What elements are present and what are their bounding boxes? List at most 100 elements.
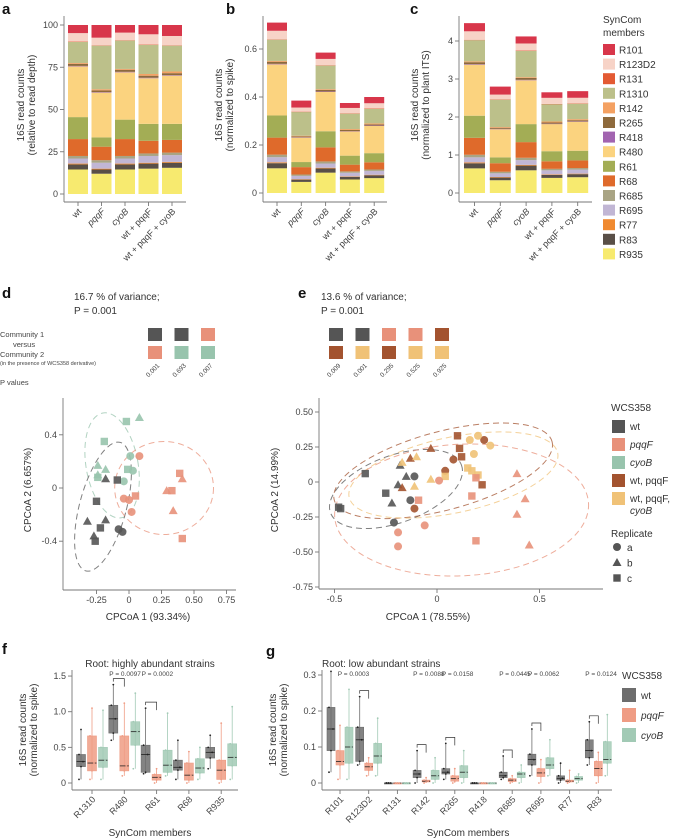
box-legend-label-wt: wt: [640, 691, 651, 702]
datapoint-g-R131-wt: [385, 782, 388, 784]
datapoint-g-R123D2-cyoB: [374, 774, 377, 777]
bar-a-R418: [68, 65, 88, 67]
point-e-wt-pqqF-a: [449, 455, 458, 464]
point-d-pqqF-b: [162, 486, 172, 495]
bar-a-R68: [138, 140, 159, 154]
d-ytick-label: 0.4: [44, 430, 57, 440]
e-comparison-pvalue: 0.001: [352, 362, 369, 379]
d-ytick-label: 0: [52, 483, 57, 493]
p-annotation-f-R480: P = 0.0097: [109, 671, 141, 678]
bar-a-R123D2: [68, 33, 88, 42]
bar-b-R123D2: [291, 107, 312, 112]
bar-a-R83: [115, 164, 135, 170]
datapoint-f-R61-cyoB: [168, 764, 171, 767]
point-d-pqqF-b: [168, 506, 178, 515]
replicate-label-a: a: [627, 543, 633, 554]
c-xtick-label: pqqF: [483, 206, 506, 229]
point-e-wt-pqqF-cyoB-a: [469, 450, 478, 458]
legend-label-wt-pqqF-cyoB: wt, pqqF,: [629, 494, 670, 505]
bar-b-R265: [315, 89, 336, 92]
datapoint-g-R77-cyoB: [575, 775, 578, 778]
datapoint-g-R685-cyoB: [518, 771, 521, 774]
panel-label-f: f: [2, 641, 8, 658]
significance-bracket-f-R61: [145, 701, 157, 711]
legend-label-cont: cyoB: [630, 506, 653, 517]
bar-b-R123D2: [364, 103, 385, 109]
point-e-wt-pqqF-b: [397, 483, 407, 492]
datapoint-g-R685-wt: [502, 776, 505, 779]
box-legend-label-pqqF: pqqF: [640, 711, 665, 722]
d-comparison-community2: [174, 346, 189, 359]
bar-c-R480: [515, 80, 537, 125]
bar-b-R77: [315, 167, 336, 169]
datapoint-f-R68-wt: [175, 778, 177, 781]
datapoint-g-R418-wt: [475, 782, 478, 784]
significance-bracket-g-R695: [531, 722, 542, 731]
bar-a-R77: [68, 163, 88, 165]
bar-c-R935: [567, 177, 589, 193]
e-ytick-label: -0.25: [292, 512, 313, 522]
bar-c-R695: [464, 157, 485, 163]
datapoint-f-R480-pqqF: [123, 769, 126, 772]
bar-a-R480: [68, 66, 88, 118]
e-pvalue: P = 0.001: [321, 306, 364, 317]
g-ylabel: (normalized to spike): [279, 684, 290, 777]
legend-swatch-wt-pqqF: [612, 474, 625, 487]
legend-label-R131: R131: [619, 75, 643, 86]
bar-a-R142: [68, 63, 88, 64]
datapoint-g-R685-cyoB: [520, 764, 523, 766]
bar-c-R935: [541, 177, 563, 193]
bar-b-R142: [291, 135, 312, 137]
bar-a-R418: [138, 77, 159, 79]
bar-c-R77: [567, 173, 589, 175]
p-annotation-g-R142: P = 0.0088: [413, 671, 445, 678]
bar-c-R265: [567, 120, 589, 122]
bar-b-R695: [364, 170, 385, 175]
bar-b-R101: [267, 22, 287, 31]
d-xtick-label: -0.25: [86, 595, 107, 605]
bar-b-R123D2: [267, 30, 287, 40]
datapoint-g-R418-wt: [471, 782, 474, 784]
datapoint-f-R68-cyoB: [199, 772, 201, 774]
g-title: Root: low abundant strains: [322, 659, 440, 670]
e-ytick-label: 0.50: [295, 407, 313, 417]
point-d-wt-c: [96, 524, 105, 532]
bar-c-R123D2: [567, 97, 589, 104]
bar-a-R695: [138, 155, 159, 163]
point-e-pqqF-b: [512, 469, 522, 478]
point-e-pqqF-b: [524, 540, 534, 549]
bar-b-R265: [339, 130, 360, 132]
datapoint-g-R123D2-wt: [358, 760, 361, 763]
bar-b-R480: [315, 91, 336, 132]
datapoint-g-R101-wt: [330, 670, 332, 673]
box-legend-label-cyoB: cyoB: [641, 731, 664, 742]
c-ylabel: 16S read counts: [410, 69, 421, 142]
significance-bracket-g-R685: [502, 749, 513, 758]
datapoint-g-R123D2-pqqF: [369, 765, 372, 768]
bar-b-R68: [267, 137, 287, 155]
syncom-legend: R101 R123D2 R131 R1310 R142 R265 R418 R480 R61 R6…: [603, 44, 656, 261]
bar-b-R83: [267, 163, 287, 169]
point-e-wt-c: [336, 504, 345, 513]
datapoint-g-R101-pqqF: [341, 760, 343, 763]
bar-b-R685: [267, 154, 287, 158]
bar-c-R123D2: [541, 97, 563, 104]
box-g-R695-cyoB: [545, 757, 555, 769]
bar-a-R123D2: [115, 32, 135, 41]
datapoint-f-R61-pqqF: [155, 779, 158, 782]
datapoint-g-R142-cyoB: [432, 782, 434, 784]
point-d-pqqF-a: [135, 452, 144, 461]
ellipse-e-wt-pqqF: [333, 422, 554, 520]
bar-a-R83: [68, 164, 88, 170]
bar-c-R83: [567, 174, 589, 178]
d-variance: 16.7 % of variance;: [74, 292, 160, 303]
panel-label-g: g: [266, 643, 275, 660]
bar-c-R83: [541, 174, 563, 178]
bar-b-R685: [291, 174, 312, 176]
datapoint-g-R123D2-wt: [356, 764, 359, 766]
datapoint-g-R77-wt: [561, 777, 564, 780]
box-g-R101-cyoB: [344, 726, 354, 764]
e-xtick-label: -0.5: [327, 594, 343, 604]
bar-a-R480: [138, 78, 159, 124]
